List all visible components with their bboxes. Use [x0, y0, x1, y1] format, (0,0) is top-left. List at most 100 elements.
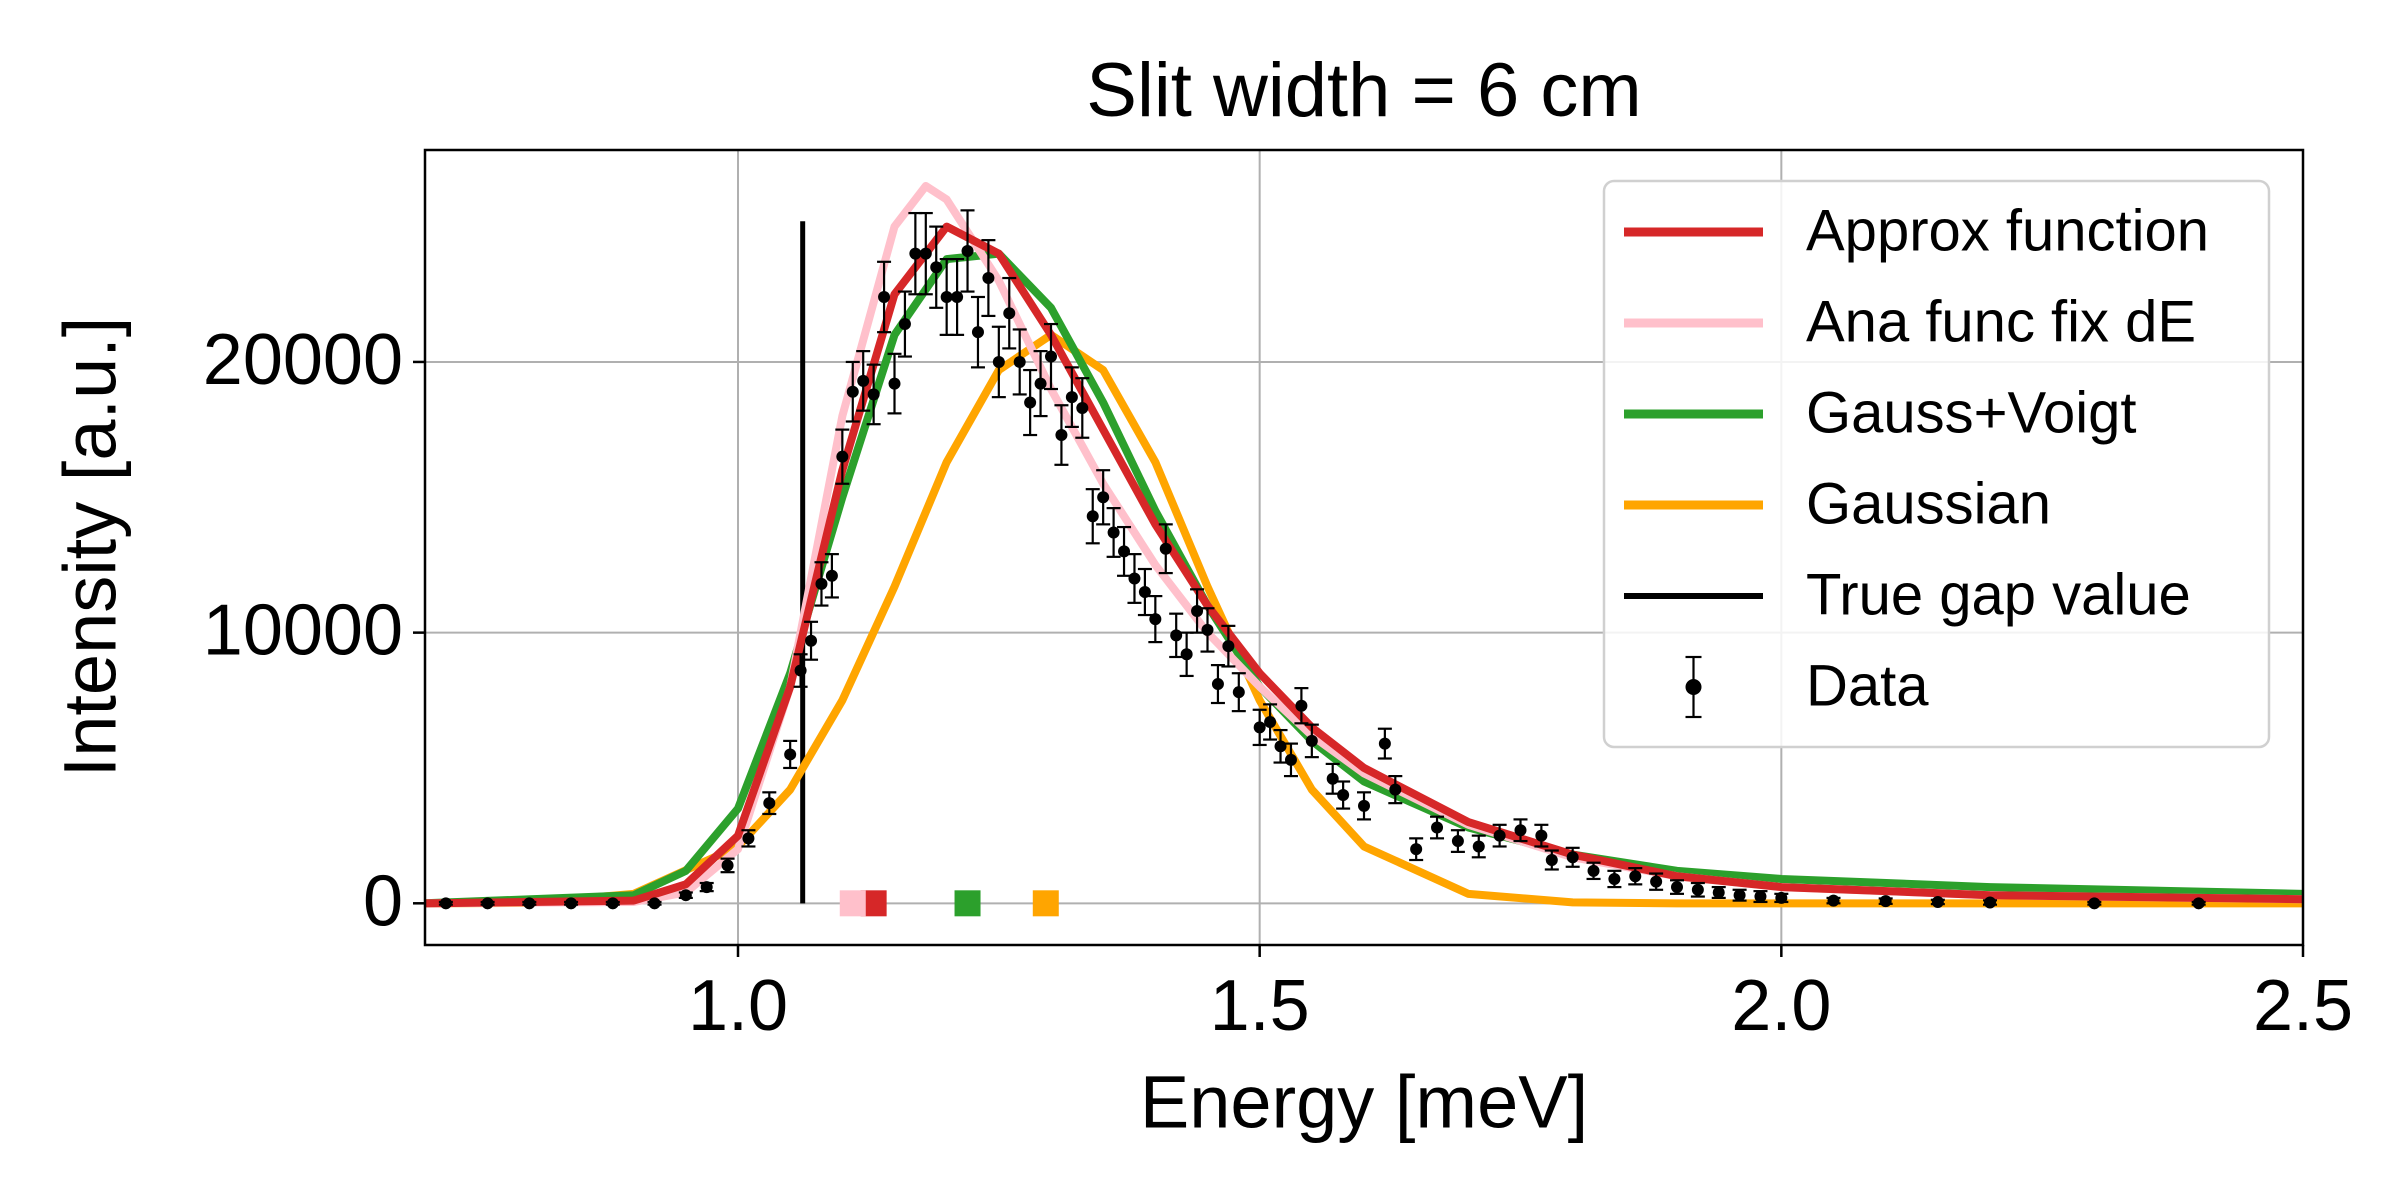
- data-point: [1222, 640, 1235, 653]
- y-axis-label: Intensity [a.u.]: [49, 317, 132, 778]
- data-point: [1232, 686, 1245, 699]
- data-point: [1211, 678, 1224, 691]
- data-point: [1650, 875, 1663, 888]
- data-point: [1107, 526, 1120, 539]
- data-point: [794, 664, 807, 677]
- data-point: [1191, 604, 1204, 617]
- legend-swatch: [1685, 679, 1702, 695]
- data-point: [2192, 897, 2205, 910]
- data-point: [1128, 572, 1141, 585]
- data-point: [763, 797, 776, 810]
- data-point: [1097, 491, 1110, 504]
- data-point: [825, 569, 838, 582]
- data-point: [1159, 542, 1172, 555]
- data-point: [565, 897, 578, 910]
- data-point: [1879, 895, 1892, 908]
- gap-marker: [839, 890, 866, 917]
- data-point: [1065, 391, 1078, 404]
- data-point: [1410, 843, 1423, 856]
- data-point: [1305, 734, 1318, 747]
- data-point: [1055, 429, 1068, 442]
- data-point: [1264, 715, 1277, 728]
- data-point: [742, 832, 755, 845]
- y-tick-label: 10000: [203, 591, 403, 671]
- data-point: [1170, 629, 1183, 642]
- data-point: [1671, 881, 1683, 894]
- data-point: [439, 897, 452, 910]
- data-point: [1253, 721, 1266, 734]
- data-point: [1535, 829, 1548, 842]
- data-point: [1201, 623, 1214, 636]
- data-point: [1274, 740, 1287, 753]
- data-point: [1389, 783, 1402, 796]
- data-point: [1493, 829, 1506, 842]
- data-point: [1754, 890, 1767, 903]
- legend-label: Approx function: [1806, 198, 2209, 263]
- data-point: [1149, 613, 1162, 626]
- data-point: [951, 290, 964, 303]
- data-point: [1138, 586, 1151, 599]
- x-tick-label: 2.0: [1731, 966, 1831, 1046]
- data-point: [805, 634, 818, 647]
- data-point: [1013, 355, 1026, 368]
- x-tick-label: 2.5: [2253, 966, 2353, 1046]
- data-point: [1587, 864, 1600, 877]
- legend: Approx function Ana func fix dE Gauss+Voig…: [1602, 179, 2271, 749]
- data-point: [815, 577, 828, 590]
- data-point: [836, 450, 849, 463]
- data-point: [784, 748, 797, 761]
- data-point: [1514, 824, 1527, 837]
- y-tick-label: 0: [363, 861, 403, 941]
- data-point: [1295, 699, 1308, 712]
- data-point: [1608, 872, 1621, 885]
- x-tick-label: 1.5: [1210, 966, 1310, 1046]
- gap-marker: [1032, 890, 1059, 917]
- data-point: [982, 272, 995, 285]
- y-tick-label: 20000: [203, 320, 403, 400]
- data-point: [878, 290, 891, 303]
- data-point: [846, 385, 859, 398]
- data-point: [721, 859, 734, 872]
- data-point: [1712, 886, 1725, 899]
- x-tick-label: 1.0: [688, 966, 788, 1046]
- data-point: [898, 318, 911, 331]
- data-point: [1931, 895, 1944, 908]
- data-point: [1378, 737, 1391, 750]
- data-point: [700, 881, 713, 894]
- data-point: [1118, 545, 1131, 558]
- data-point: [1431, 821, 1444, 834]
- data-point: [919, 247, 932, 260]
- series-line: [425, 222, 2303, 908]
- data-point: [1545, 854, 1558, 867]
- plot-frame: [423, 148, 2305, 947]
- data-point: [1284, 753, 1297, 766]
- data-point: [888, 377, 901, 390]
- data-point: [1003, 307, 1016, 320]
- data-point: [679, 889, 692, 902]
- plot-area: [425, 182, 2303, 917]
- legend-box: [1602, 179, 2271, 749]
- data-point: [2088, 897, 2101, 910]
- data-point: [1775, 891, 1788, 904]
- legend-label: Gauss+Voigt: [1806, 380, 2137, 445]
- data-point: [523, 897, 536, 910]
- data-point: [1566, 851, 1579, 864]
- data-point: [606, 897, 619, 910]
- data-point: [1358, 799, 1370, 812]
- data-point: [1733, 889, 1746, 902]
- x-axis-label: Energy [meV]: [1140, 1061, 1588, 1144]
- data-point: [1326, 772, 1339, 785]
- gap-marker: [954, 890, 981, 917]
- chart-title: Slit width = 6 cm: [1086, 48, 1641, 133]
- data-point: [1034, 377, 1047, 390]
- data-point: [930, 261, 943, 274]
- data-point: [1451, 835, 1464, 848]
- data-point: [1629, 870, 1642, 883]
- data-point: [940, 290, 953, 303]
- axes: 1.0 1.5 2.0 2.5 0 10000 20000: [203, 320, 2353, 1046]
- data-point: [971, 326, 984, 339]
- data-point: [992, 355, 1005, 368]
- data-point: [909, 247, 922, 260]
- legend-label: Data: [1806, 653, 1929, 718]
